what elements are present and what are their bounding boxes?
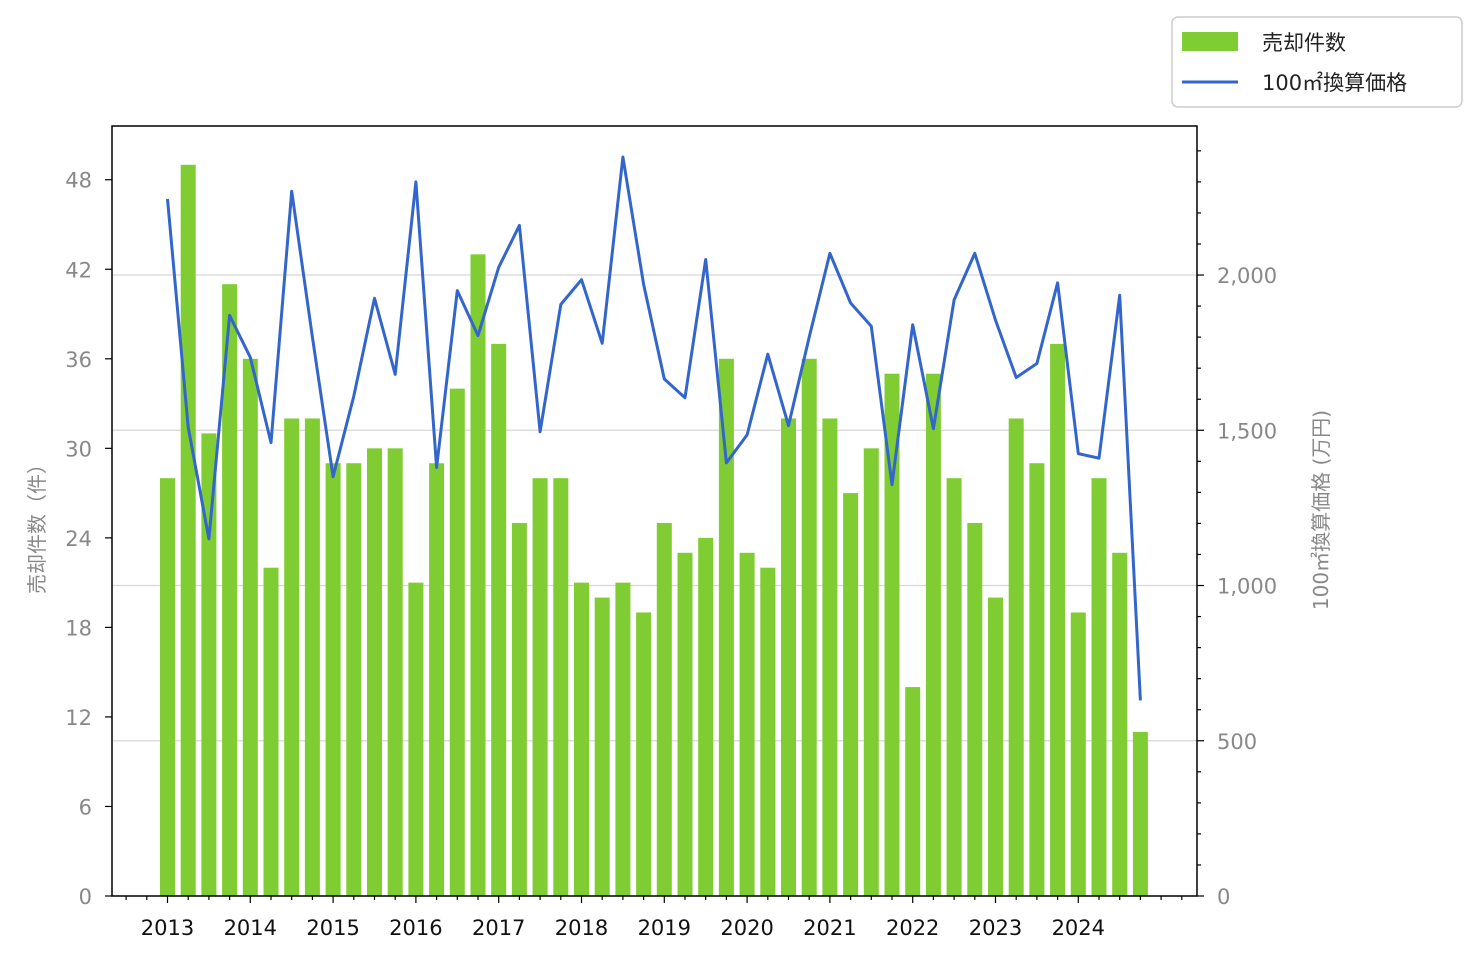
bar [615, 582, 631, 896]
x-tick-label: 2014 [224, 916, 277, 940]
bar [429, 463, 445, 896]
bar [636, 612, 652, 896]
legend-box [1171, 16, 1463, 108]
bar [863, 448, 879, 896]
bar [946, 478, 962, 896]
x-tick-label: 2015 [306, 916, 359, 940]
x-tick-label: 2017 [472, 916, 525, 940]
y-left-tick-label: 24 [65, 527, 92, 551]
x-tick-label: 2024 [1052, 916, 1105, 940]
x-tick-label: 2023 [969, 916, 1022, 940]
bar [284, 418, 300, 896]
bar [905, 687, 921, 896]
bar [511, 522, 527, 896]
bar [387, 448, 403, 896]
bar [718, 358, 734, 896]
bar [346, 463, 362, 896]
y-axis-right: 0 500 1,000 1,500 2,000 [1197, 150, 1277, 909]
y-right-tick-label: 0 [1217, 885, 1230, 909]
bar [449, 388, 465, 896]
bar [325, 463, 341, 896]
y-left-tick-label: 30 [65, 437, 92, 461]
bar [1091, 478, 1107, 896]
x-tick-label: 2013 [141, 916, 194, 940]
bar [408, 582, 424, 896]
y-right-tick-label: 1,500 [1217, 419, 1277, 443]
y-left-tick-label: 0 [79, 885, 92, 909]
bar [656, 522, 672, 896]
x-tick-label: 2018 [555, 916, 608, 940]
bar [553, 478, 569, 896]
x-tick-label: 2022 [886, 916, 939, 940]
bar-series [160, 164, 1148, 897]
legend-swatch-bar [1182, 32, 1238, 51]
bar [160, 478, 175, 896]
bar [304, 418, 320, 896]
y-axis-right-title: 100㎡換算価格 (万円) [1309, 410, 1333, 610]
legend-label-bar: 売却件数 [1262, 31, 1346, 55]
bar [263, 567, 279, 896]
bar [574, 582, 589, 896]
bar [594, 597, 610, 896]
plot-frame [111, 125, 1198, 897]
y-right-tick-label: 500 [1217, 730, 1257, 754]
bar [884, 373, 900, 897]
y-left-tick-label: 12 [65, 706, 92, 730]
y-axis-left: 0 6 12 18 24 30 36 42 48 [65, 169, 112, 909]
y-left-tick-label: 42 [65, 258, 92, 282]
x-tick-label: 2016 [389, 916, 442, 940]
bar [1112, 552, 1128, 896]
bar [988, 597, 1003, 896]
y-left-tick-label: 36 [65, 348, 92, 372]
bar [781, 418, 796, 896]
bar [1029, 463, 1045, 896]
y-left-tick-label: 48 [65, 169, 92, 193]
bar [1008, 418, 1024, 896]
bar [925, 373, 941, 897]
bar [470, 254, 486, 897]
y-right-tick-label: 1,000 [1217, 575, 1277, 599]
legend-label-line: 100㎡換算価格 [1262, 71, 1407, 95]
bar [532, 478, 548, 896]
y-left-tick-label: 6 [79, 795, 92, 819]
bar [201, 433, 217, 896]
x-tick-label: 2020 [720, 916, 773, 940]
x-tick-label: 2019 [638, 916, 691, 940]
bar [677, 552, 693, 896]
bar [1050, 343, 1066, 896]
bar [1070, 612, 1086, 896]
line-series [166, 155, 1142, 701]
bar [760, 567, 776, 896]
y-left-tick-label: 18 [65, 616, 92, 640]
bar [242, 358, 258, 896]
bar [822, 418, 838, 896]
bar [801, 358, 817, 896]
series-line [166, 155, 1142, 701]
legend: 売却件数 100㎡換算価格 [1171, 16, 1463, 108]
bar [367, 448, 382, 896]
bar [491, 343, 507, 896]
y-axis-left-title: 売却件数（件） [25, 454, 49, 594]
bar [967, 522, 983, 896]
bar [843, 493, 859, 896]
x-tick-label: 2021 [803, 916, 856, 940]
bar [1132, 731, 1148, 896]
y-right-tick-label: 2,000 [1217, 264, 1277, 288]
x-axis: 2013 2014 2015 2016 2017 2018 2019 2020 2021 2022… [125, 896, 1183, 940]
bar [698, 537, 714, 896]
bar [739, 552, 755, 896]
bar [222, 284, 238, 896]
bar [180, 164, 196, 896]
